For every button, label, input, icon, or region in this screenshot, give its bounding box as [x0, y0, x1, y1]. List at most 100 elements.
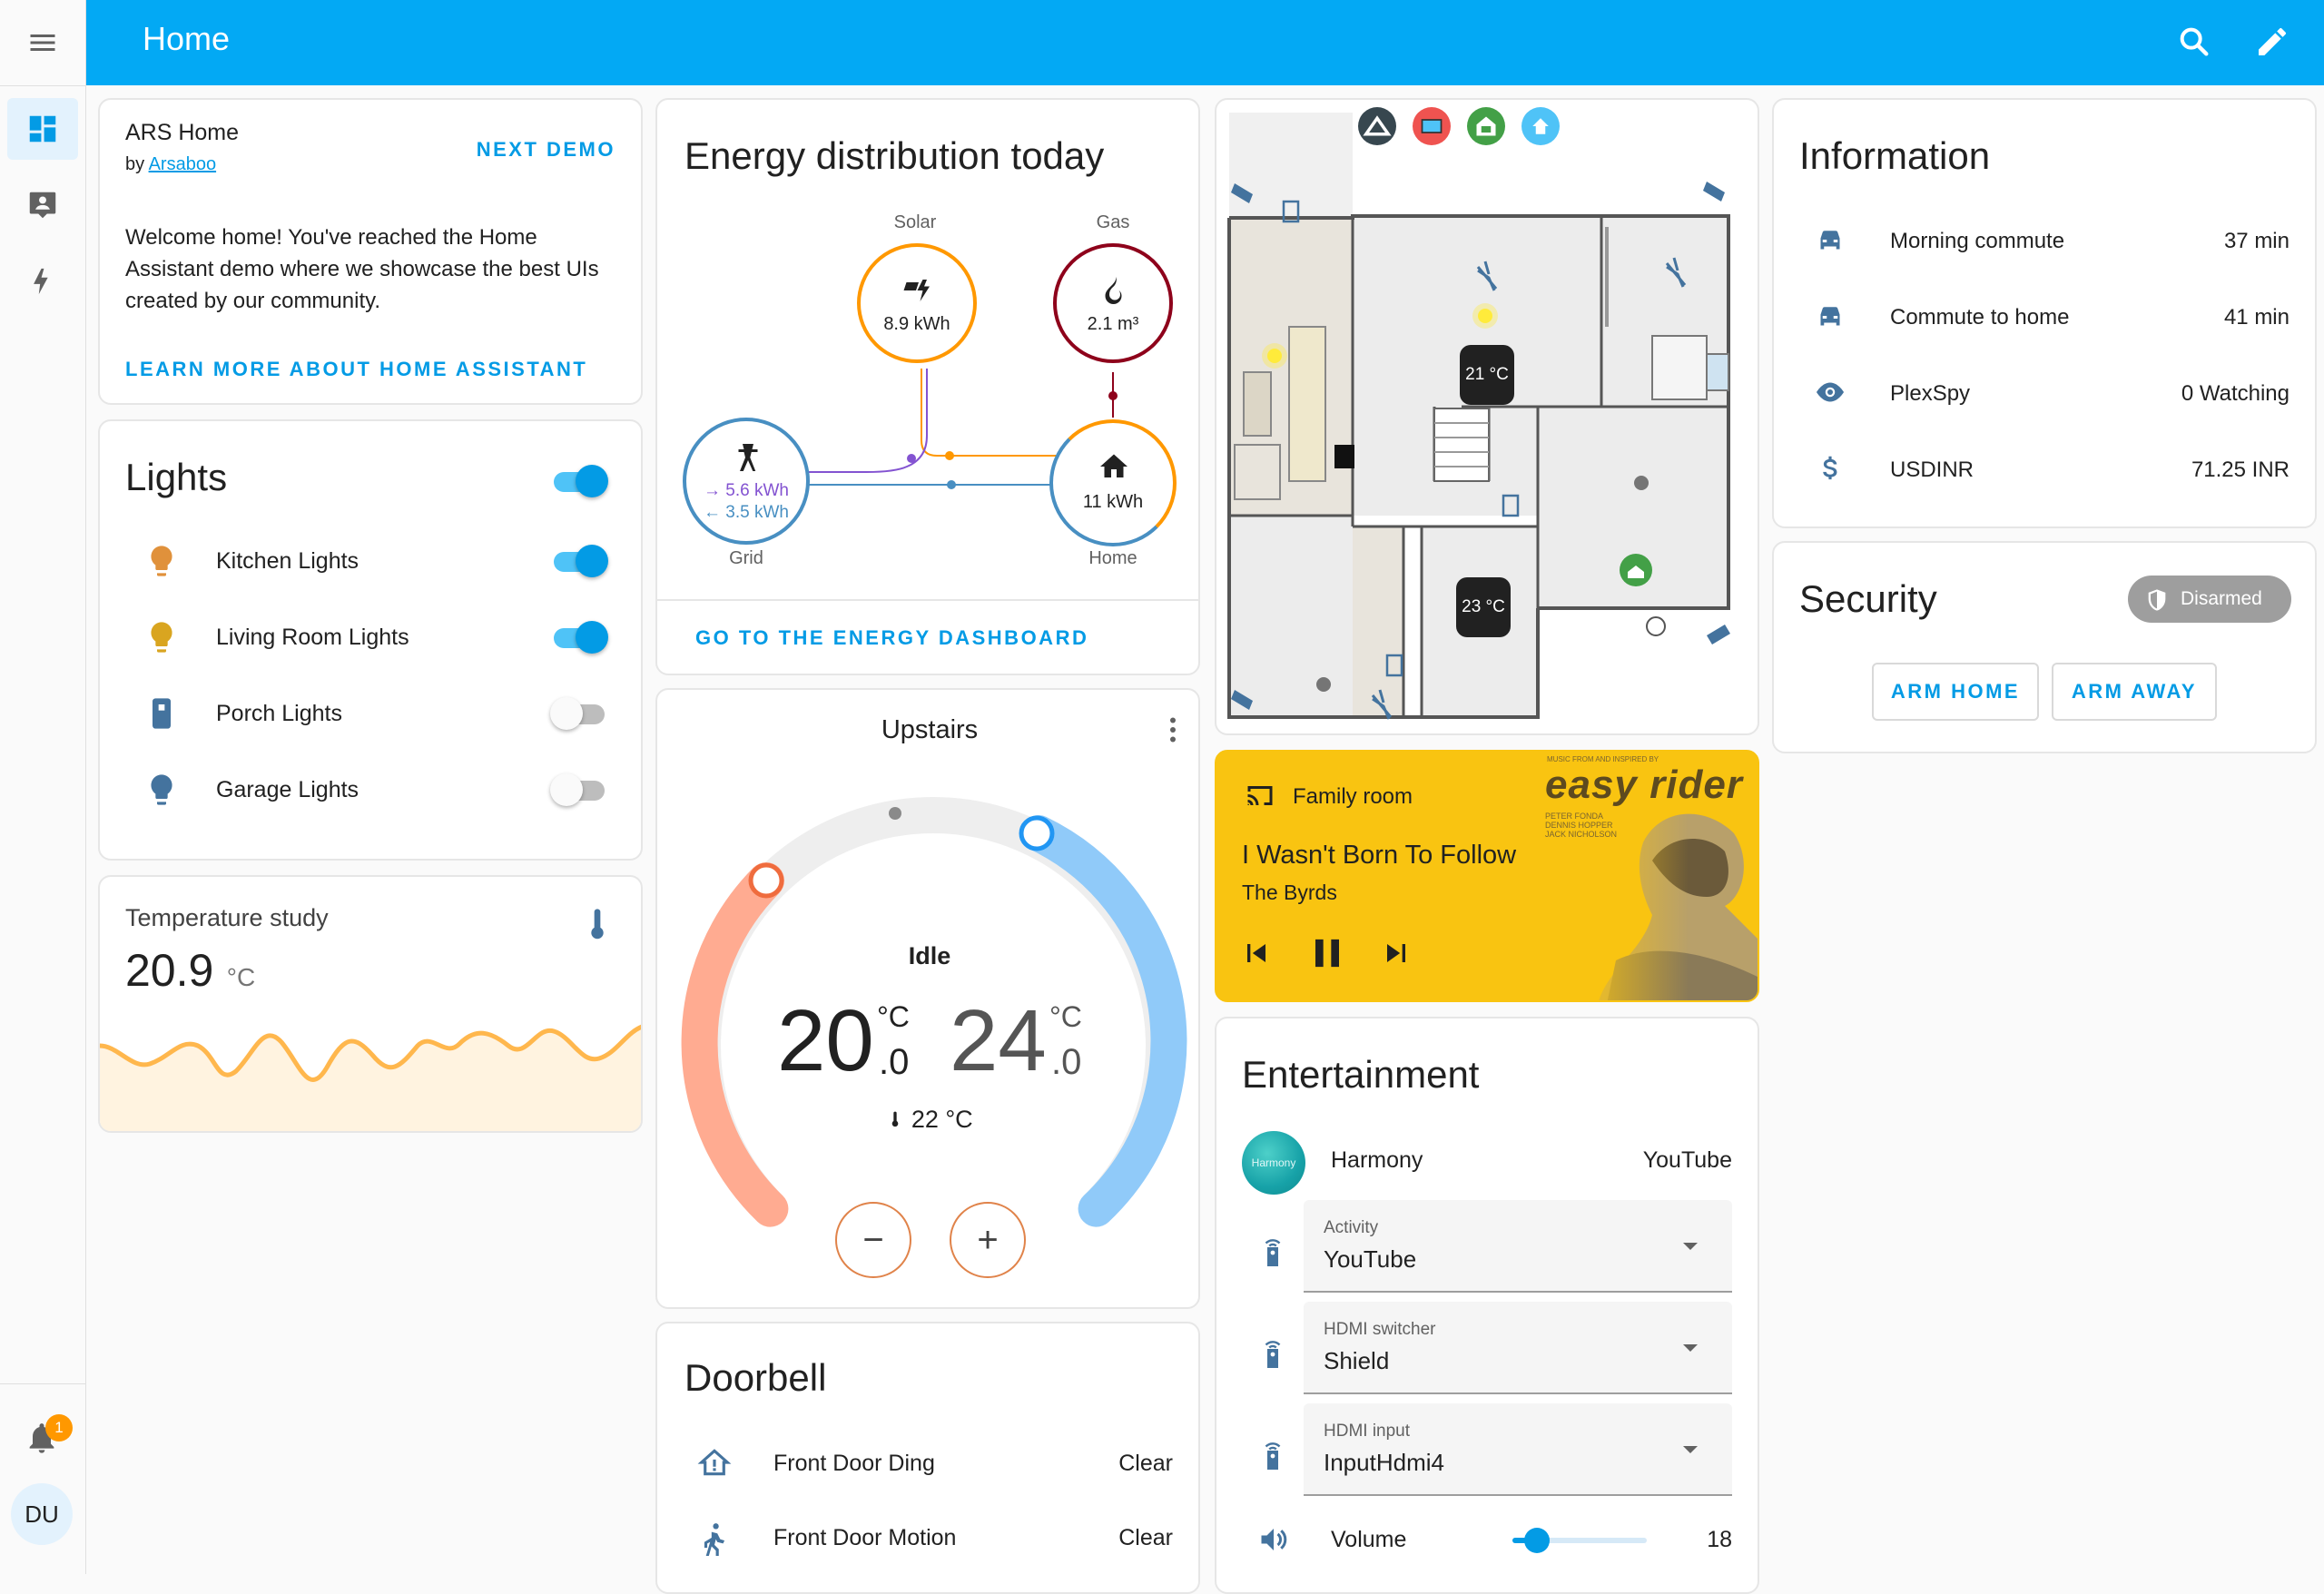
lights-master-toggle[interactable]	[550, 463, 608, 499]
sidebar-item-map[interactable]	[7, 174, 78, 236]
next-demo-button[interactable]: NEXT DEMO	[476, 138, 615, 161]
card-title: Entertainment	[1242, 1053, 1480, 1096]
hdmi-switcher-select[interactable]: HDMI switcher Shield	[1304, 1302, 1732, 1394]
decrease-temperature-button[interactable]: −	[835, 1202, 911, 1278]
high-setpoint-decimal: .0	[1051, 1042, 1082, 1082]
current-temperature: 22 °C	[657, 1106, 1198, 1134]
pause-icon[interactable]	[1304, 930, 1351, 977]
arm-home-button[interactable]: ARM HOME	[1872, 663, 2039, 721]
arm-away-button[interactable]: ARM AWAY	[2052, 663, 2217, 721]
grid-return-value: → 5.6 kWh	[704, 481, 789, 500]
energy-flow-lines	[784, 369, 1118, 489]
learn-more-link[interactable]: LEARN MORE ABOUT HOME ASSISTANT	[125, 358, 588, 380]
gas-node[interactable]: 2.1 m³	[1053, 243, 1173, 363]
info-item-value: 71.25 INR	[2191, 458, 2290, 482]
volume-slider[interactable]	[1512, 1528, 1647, 1553]
information-card: Information Morning commute 37 min Commu…	[1772, 98, 2317, 528]
low-setpoint-decimal: .0	[879, 1042, 910, 1082]
lightning-icon	[34, 268, 48, 295]
harmony-state: YouTube	[1642, 1147, 1732, 1173]
solar-power-icon	[903, 280, 930, 301]
home-label: Home	[1088, 548, 1137, 568]
thermostat-badge[interactable]: 21 °C	[1460, 345, 1514, 405]
temperature-card[interactable]: Temperature study 20.9 °C	[98, 875, 643, 1133]
kitchen-lights-toggle[interactable]	[550, 543, 608, 579]
harmony-avatar: Harmony	[1242, 1131, 1305, 1195]
living-room-lights-toggle[interactable]	[550, 619, 608, 655]
sidebar-item-energy[interactable]	[7, 251, 78, 312]
remote-icon	[1265, 1239, 1281, 1266]
pencil-icon[interactable]	[2254, 24, 2290, 60]
remote-icon	[1265, 1442, 1281, 1470]
garage-lock-icon[interactable]	[1467, 107, 1505, 145]
floorplan-map	[1227, 113, 1730, 720]
alarm-state-text: Disarmed	[2181, 588, 2262, 609]
skip-previous-icon[interactable]	[1238, 935, 1275, 971]
author-link[interactable]: Arsaboo	[148, 154, 217, 174]
doorbell-card: Doorbell Front Door Ding Clear Front Doo…	[655, 1322, 1200, 1594]
low-setpoint-unit: °C	[877, 1000, 910, 1033]
bulb-icon	[151, 546, 172, 576]
info-item-label: Commute to home	[1890, 305, 2070, 330]
light-label: Garage Lights	[216, 777, 359, 802]
album-art-credit: MUSIC FROM AND INSPIRED BY	[1547, 755, 1659, 763]
card-divider	[657, 599, 1198, 601]
gas-label: Gas	[1096, 212, 1130, 232]
album-art-title: easy rider	[1545, 763, 1743, 807]
thermostat-badge[interactable]: 23 °C	[1456, 577, 1511, 637]
album-art	[1561, 752, 1758, 1000]
volume-slider-handle[interactable]	[1523, 1528, 1550, 1553]
card-title: Energy distribution today	[684, 134, 1105, 177]
notifications-button[interactable]: 1	[22, 1414, 73, 1458]
album-art-credits: PETER FONDA DENNIS HOPPER JACK NICHOLSON	[1545, 812, 1617, 839]
increase-temperature-button[interactable]: +	[950, 1202, 1026, 1278]
sidebar-item-overview[interactable]	[7, 98, 78, 160]
volume-label: Volume	[1331, 1527, 1407, 1552]
info-item-label: Morning commute	[1890, 229, 2065, 253]
activity-select[interactable]: Activity YouTube	[1304, 1200, 1732, 1293]
grid-node[interactable]: → 5.6 kWh ← 3.5 kWh	[683, 418, 810, 545]
dashboard-icon	[29, 115, 56, 143]
porch-lights-toggle[interactable]	[550, 695, 608, 732]
thermostat-name: Upstairs	[881, 715, 979, 744]
skip-next-icon[interactable]	[1378, 935, 1414, 971]
high-setpoint: 24 °C .0	[950, 991, 1095, 1091]
camera-icon	[1703, 182, 1725, 202]
menu-button[interactable]	[0, 0, 85, 86]
thermostat-dial[interactable]	[657, 690, 1200, 1309]
solar-value: 8.9 kWh	[883, 314, 950, 334]
camera-icon	[1231, 690, 1253, 710]
bulb-icon	[151, 774, 172, 805]
account-box-icon	[29, 192, 56, 219]
sidebar-divider	[0, 1383, 85, 1384]
security-card: Security Disarmed ARM HOME ARM AWAY	[1772, 541, 2317, 753]
home-icon	[1100, 454, 1128, 477]
home-status-icon[interactable]	[1521, 107, 1560, 145]
solar-node[interactable]: 8.9 kWh	[857, 243, 977, 363]
temperature-sparkline	[100, 1024, 641, 1131]
mountain-icon[interactable]	[1358, 107, 1396, 145]
light-label: Living Room Lights	[216, 625, 409, 650]
grid-consumption-value: ← 3.5 kWh	[704, 503, 789, 522]
sidebar: 1 DU	[0, 0, 86, 1574]
alarm-state-badge[interactable]: Disarmed	[2128, 576, 2291, 623]
home-alert-icon	[697, 1449, 732, 1476]
solar-label: Solar	[893, 212, 937, 232]
more-vert-icon[interactable]	[1157, 713, 1189, 746]
media-artist: The Byrds	[1242, 881, 1337, 904]
temperature-reading: 20.9 °C	[125, 944, 255, 997]
user-avatar[interactable]: DU	[11, 1483, 73, 1545]
search-icon[interactable]	[2176, 24, 2212, 60]
gas-value: 2.1 m³	[1087, 314, 1139, 334]
tv-icon[interactable]	[1413, 107, 1451, 145]
select-value: InputHdmi4	[1324, 1449, 1444, 1476]
home-node[interactable]: 11 kWh	[1049, 419, 1177, 546]
energy-dashboard-link[interactable]: GO TO THE ENERGY DASHBOARD	[695, 626, 1089, 649]
low-setpoint-handle	[748, 862, 784, 899]
thermometer-icon	[591, 909, 604, 940]
hdmi-input-select[interactable]: HDMI input InputHdmi4	[1304, 1403, 1732, 1496]
high-setpoint-handle	[1019, 815, 1055, 851]
lights-card: Lights Kitchen Lights Living Room Lights…	[98, 419, 643, 861]
menu-icon	[30, 34, 55, 51]
garage-lights-toggle[interactable]	[550, 772, 608, 808]
